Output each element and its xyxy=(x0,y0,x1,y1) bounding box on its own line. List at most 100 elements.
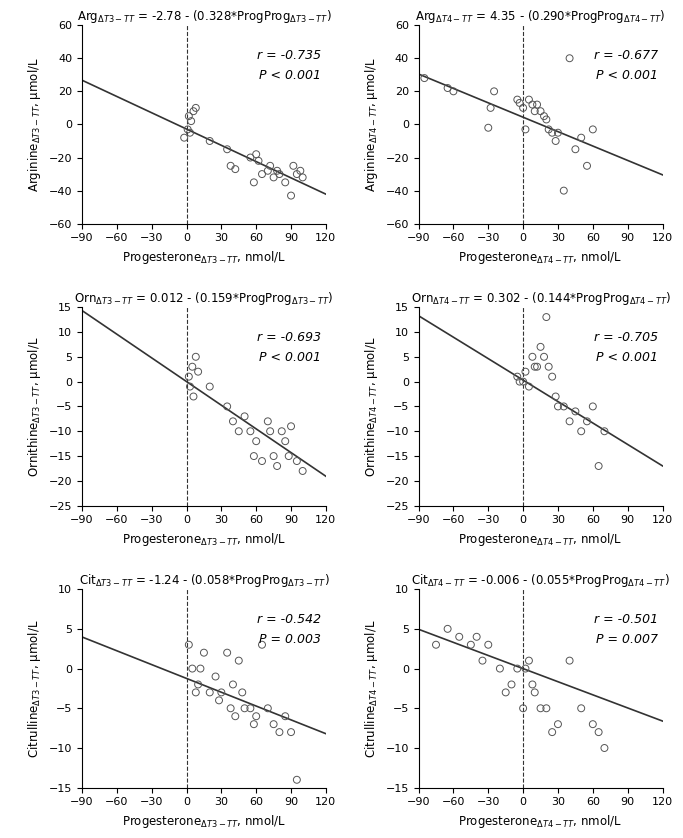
Point xyxy=(239,701,250,715)
Point xyxy=(280,710,291,723)
Point xyxy=(187,360,198,374)
Point xyxy=(587,400,598,413)
Point xyxy=(204,380,215,393)
Text: r = -0.542: r = -0.542 xyxy=(257,613,321,626)
Point xyxy=(229,710,240,723)
Point xyxy=(477,654,488,667)
Point xyxy=(186,115,197,128)
Point xyxy=(514,375,525,388)
Text: r = -0.705: r = -0.705 xyxy=(594,331,658,344)
Point xyxy=(576,701,587,715)
Point xyxy=(179,131,190,144)
Point xyxy=(576,131,587,144)
Point xyxy=(204,685,215,699)
Point xyxy=(541,310,552,323)
Point xyxy=(539,350,550,364)
Point xyxy=(529,105,540,118)
Title: Cit$_{\Delta T4-TT}$ = -0.006 - (0.055*ProgProg$_{\Delta T4-TT}$): Cit$_{\Delta T4-TT}$ = -0.006 - (0.055*P… xyxy=(411,572,670,588)
Point xyxy=(257,454,268,468)
Point xyxy=(553,400,563,413)
Point xyxy=(535,105,546,118)
Title: Orn$_{\Delta T3-TT}$ = 0.012 - (0.159*ProgProg$_{\Delta T3-TT}$): Orn$_{\Delta T3-TT}$ = 0.012 - (0.159*Pr… xyxy=(74,290,333,307)
Point xyxy=(257,168,268,181)
Point xyxy=(442,622,453,635)
Point xyxy=(285,189,296,202)
Point xyxy=(222,646,233,660)
Point xyxy=(587,122,598,136)
Point xyxy=(599,742,610,755)
Point xyxy=(262,415,273,428)
X-axis label: Progesterone$_{\Delta T4-TT}$, nmol/L: Progesterone$_{\Delta T4-TT}$, nmol/L xyxy=(458,531,623,548)
Point xyxy=(553,126,563,139)
Point xyxy=(531,98,542,111)
Text: r = -0.735: r = -0.735 xyxy=(257,49,321,62)
Point xyxy=(471,630,482,644)
Point xyxy=(295,164,306,178)
Point xyxy=(214,694,225,707)
Point xyxy=(237,685,248,699)
Point xyxy=(512,93,522,106)
Point xyxy=(191,350,201,364)
Y-axis label: Citrulline$_{\Delta T3-TT}$, μmol/L: Citrulline$_{\Delta T3-TT}$, μmol/L xyxy=(27,619,43,758)
Point xyxy=(531,360,542,374)
Point xyxy=(193,678,204,691)
Point xyxy=(262,164,273,178)
Text: P < 0.001: P < 0.001 xyxy=(259,69,321,82)
Point xyxy=(488,85,499,98)
Point xyxy=(253,154,264,168)
Point xyxy=(543,122,554,136)
Point xyxy=(251,710,262,723)
Point xyxy=(183,370,194,383)
Title: Arg$_{\Delta T4-TT}$ = 4.35 - (0.290*ProgProg$_{\Delta T4-TT}$): Arg$_{\Delta T4-TT}$ = 4.35 - (0.290*Pro… xyxy=(415,8,666,24)
Point xyxy=(535,340,546,354)
X-axis label: Progesterone$_{\Delta T4-TT}$, nmol/L: Progesterone$_{\Delta T4-TT}$, nmol/L xyxy=(458,249,623,266)
Point xyxy=(564,654,575,667)
Point xyxy=(283,449,294,463)
Text: P < 0.001: P < 0.001 xyxy=(259,351,321,364)
Point xyxy=(210,670,221,683)
Text: P < 0.001: P < 0.001 xyxy=(596,351,658,364)
Text: P = 0.003: P = 0.003 xyxy=(259,633,321,646)
Point xyxy=(191,101,201,115)
Point xyxy=(506,678,517,691)
Point xyxy=(245,425,256,438)
Point xyxy=(512,370,522,383)
Point xyxy=(518,701,529,715)
Point xyxy=(494,662,505,675)
Text: r = -0.677: r = -0.677 xyxy=(594,49,658,62)
Point xyxy=(485,101,496,115)
Point xyxy=(184,126,195,139)
Point xyxy=(285,726,296,739)
Point xyxy=(277,425,288,438)
Point xyxy=(222,400,233,413)
Point xyxy=(193,365,204,379)
Point xyxy=(587,717,598,731)
Point xyxy=(520,662,531,675)
Point xyxy=(523,380,534,393)
Point xyxy=(188,390,199,403)
Point xyxy=(518,375,529,388)
Point xyxy=(546,726,557,739)
Point xyxy=(448,85,459,98)
Point xyxy=(265,159,276,173)
X-axis label: Progesterone$_{\Delta T3-TT}$, nmol/L: Progesterone$_{\Delta T3-TT}$, nmol/L xyxy=(122,249,286,266)
Point xyxy=(262,701,273,715)
Y-axis label: Ornithine$_{\Delta T4-TT}$, μmol/L: Ornithine$_{\Delta T4-TT}$, μmol/L xyxy=(363,336,380,477)
Point xyxy=(227,678,238,691)
Point xyxy=(297,464,308,478)
Point xyxy=(199,646,210,660)
Point xyxy=(229,163,240,176)
Point xyxy=(272,459,283,473)
Text: r = -0.693: r = -0.693 xyxy=(257,331,321,344)
Point xyxy=(527,678,538,691)
Point xyxy=(249,717,260,731)
Point xyxy=(558,184,569,197)
Point xyxy=(272,164,283,178)
Point xyxy=(465,638,476,651)
Point xyxy=(225,159,236,173)
Point xyxy=(292,773,303,787)
Point xyxy=(527,350,538,364)
Point xyxy=(558,400,569,413)
Point xyxy=(570,405,581,418)
Point xyxy=(274,726,285,739)
